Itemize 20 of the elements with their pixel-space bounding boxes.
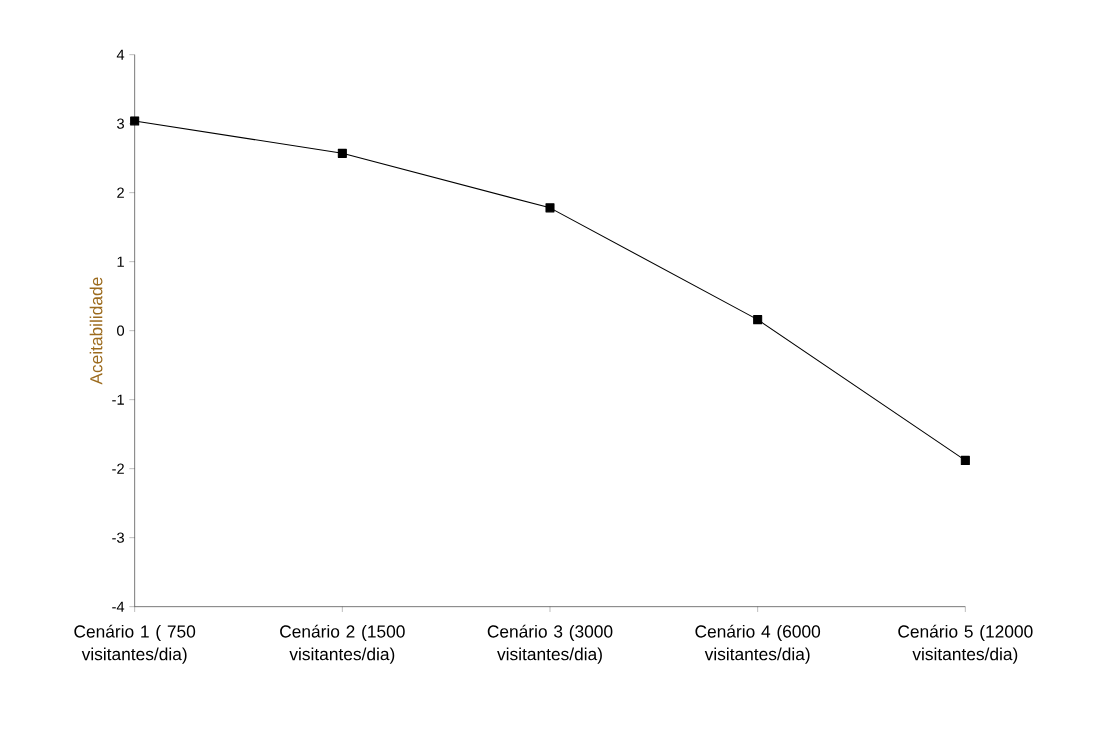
point (753, 314, 763, 325)
x-tick-label: Cenário 3 (3000 visitantes/dia) (487, 624, 613, 664)
x-tick-label: Cenário 5 (12000 visitantes/dia) (898, 624, 1033, 664)
y-tick-label: 3 (117, 118, 124, 129)
point (130, 116, 140, 126)
point (545, 203, 555, 213)
x-tick-label: Cenário 2 (1500 visitantes/dia) (280, 624, 405, 664)
y-tick-label: -3 (112, 532, 124, 543)
y-tick-label: -1 (112, 394, 124, 405)
y-tick-label: -4 (112, 601, 125, 612)
y-tick-label: 2 (117, 187, 124, 198)
y-tick-label: 4 (116, 49, 125, 60)
x-tick-label: Cenário 4 (6000 visitantes/dia) (695, 624, 821, 664)
point (960, 455, 970, 465)
y-tick-label: 0 (117, 325, 125, 336)
y-tick-label: 1 (117, 256, 124, 267)
y-tick-label: -2 (112, 463, 124, 474)
point (337, 148, 347, 158)
x-tick-label: Cenário 1 ( 750 visitantes/dia) (74, 624, 196, 664)
y-axis-title: Aceitabilidade (89, 277, 103, 385)
